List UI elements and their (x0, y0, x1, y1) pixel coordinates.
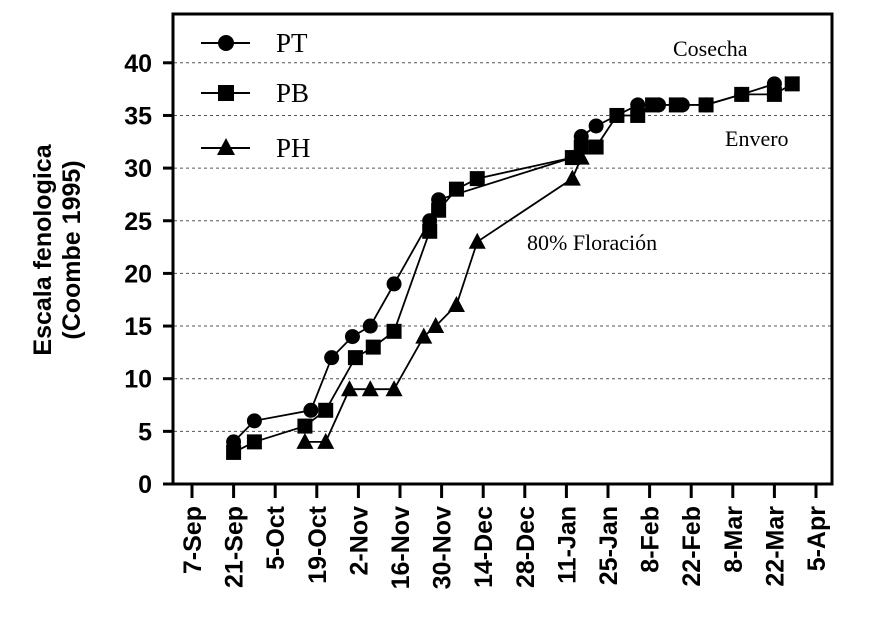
data-point-ph (468, 232, 486, 249)
x-tick-label: 21-Sep (221, 506, 249, 588)
y-tick-label: 15 (124, 313, 152, 341)
legend-label-ph: PH (276, 133, 311, 163)
data-point-pb (318, 402, 334, 418)
annotation-envero: Envero (725, 126, 789, 151)
legend-marker-square (218, 85, 234, 101)
legend-item-pb: PB (201, 78, 309, 108)
y-tick-label: 5 (138, 418, 152, 446)
data-point-pt (303, 402, 319, 418)
data-point-pt (324, 350, 340, 366)
data-point-pb (448, 181, 464, 197)
annotation-cosecha: Cosecha (673, 36, 748, 61)
data-point-pb (226, 444, 242, 460)
x-tick-label: 28-Dec (512, 506, 540, 588)
legend-label-pb: PB (276, 78, 309, 108)
plot-frame (171, 12, 834, 486)
data-point-pt (386, 276, 402, 292)
series-markers (226, 76, 800, 460)
x-tick-label: 22-Feb (678, 506, 706, 587)
gridlines (174, 62, 831, 432)
x-tick-label: 8-Feb (637, 506, 665, 573)
data-point-pb (431, 202, 447, 218)
y-tick-label: 10 (124, 366, 152, 394)
data-point-ph (563, 169, 581, 186)
y-tick-label: 20 (124, 260, 152, 288)
legend-item-pt: PT (201, 28, 308, 58)
x-axis-ticks: 7-Sep 21-Sep 5-Oct 19-Oct 2-Nov 16-Nov 30-Nov 1… (179, 484, 831, 589)
y-tick-label: 40 (124, 50, 152, 78)
legend: PT PB PH (201, 28, 311, 163)
data-point-ph (415, 327, 433, 344)
x-tick-label: 22-Mar (761, 506, 789, 587)
data-point-pb (630, 107, 646, 123)
data-point-pb (609, 107, 625, 123)
series-lines (232, 83, 793, 454)
data-point-pb (365, 339, 381, 355)
legend-marker-circle (218, 35, 234, 51)
y-axis-ticks: 0 5 10 15 20 25 30 35 40 (124, 50, 173, 499)
data-point-pt (344, 329, 360, 345)
legend-marker-triangle (217, 138, 235, 155)
data-point-pb (734, 86, 750, 102)
data-point-ph (317, 432, 335, 449)
data-point-ph (361, 380, 379, 397)
y-tick-label: 35 (124, 102, 152, 130)
x-tick-label: 5-Apr (803, 506, 831, 572)
x-tick-label: 30-Nov (429, 506, 457, 589)
y-axis-label-line2: (Coombe 1995) (58, 160, 86, 339)
data-point-pb (347, 350, 363, 366)
data-point-pt (246, 413, 262, 429)
legend-item-ph: PH (201, 133, 311, 163)
y-axis-label-line1: Escala fenologica (29, 143, 57, 355)
x-tick-label: 7-Sep (179, 506, 207, 574)
data-point-pb (766, 86, 782, 102)
y-tick-label: 0 (138, 471, 152, 499)
data-point-pb (645, 97, 661, 113)
data-point-pb (246, 434, 262, 450)
x-tick-label: 14-Dec (470, 506, 498, 588)
x-tick-label: 2-Nov (345, 506, 373, 576)
data-point-pb (386, 323, 402, 339)
data-point-pt (588, 118, 604, 134)
y-tick-label: 30 (124, 155, 152, 183)
data-point-ph (296, 432, 314, 449)
x-tick-label: 19-Oct (304, 505, 332, 583)
data-point-pb (469, 171, 485, 187)
series-line-pb (233, 83, 793, 454)
data-point-pb (422, 223, 438, 239)
data-point-ph (340, 380, 358, 397)
x-tick-label: 25-Jan (595, 506, 623, 585)
x-tick-label: 8-Mar (720, 506, 748, 573)
data-point-pb (698, 97, 714, 113)
data-point-ph (447, 295, 465, 312)
data-point-ph (572, 148, 590, 165)
data-point-pt (362, 318, 378, 334)
data-point-ph (427, 317, 445, 334)
data-point-pb (668, 97, 684, 113)
x-tick-label: 11-Jan (553, 506, 581, 584)
annotations: Cosecha Envero 80% Floración (527, 36, 789, 255)
legend-label-pt: PT (276, 28, 308, 58)
data-point-pb (297, 418, 313, 434)
data-point-pb (588, 139, 604, 155)
x-tick-label: 5-Oct (262, 505, 290, 570)
y-tick-label: 25 (124, 208, 152, 236)
series-line-pt (232, 83, 775, 443)
y-axis-label: Escala fenologica (Coombe 1995) (29, 143, 86, 355)
data-point-ph (385, 380, 403, 397)
data-point-pb (784, 76, 800, 92)
data-point-pb (573, 139, 589, 155)
x-tick-label: 16-Nov (387, 506, 415, 589)
annotation-floracion: 80% Floración (527, 230, 657, 255)
